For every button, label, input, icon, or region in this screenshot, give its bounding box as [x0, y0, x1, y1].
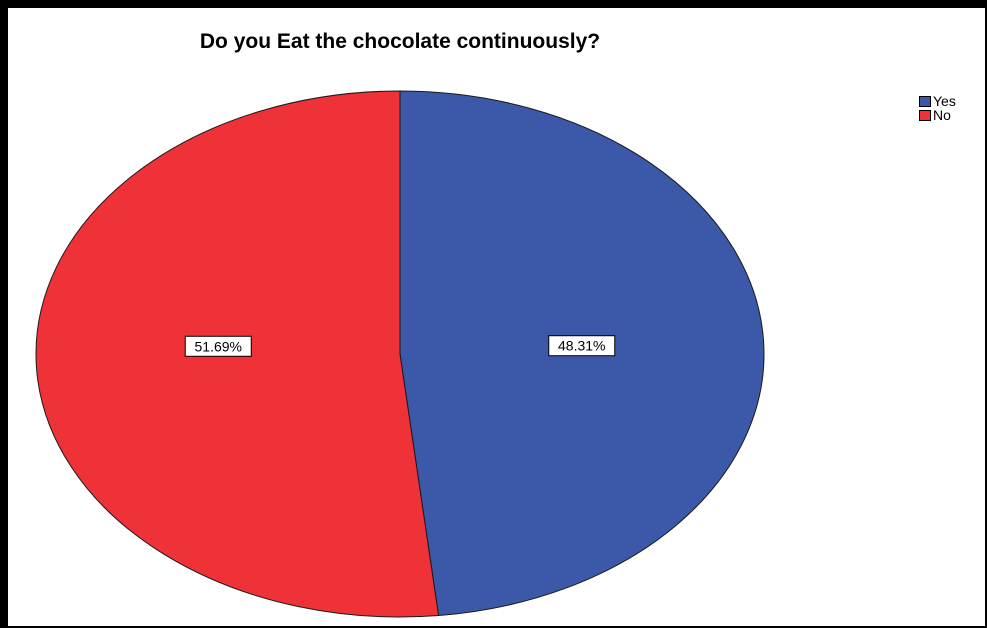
data-label-box-no: [184, 335, 252, 357]
legend-label-no: No: [933, 107, 951, 123]
data-label-yes: 48.31%: [558, 338, 605, 354]
data-label-box-yes: [548, 335, 616, 357]
legend: Yes No: [919, 94, 956, 122]
legend-swatch-yes: [919, 95, 931, 107]
legend-label-yes: Yes: [933, 93, 956, 109]
legend-item-yes: Yes: [919, 94, 956, 108]
chart-title: Do you Eat the chocolate continuously?: [199, 30, 601, 53]
legend-swatch-no: [919, 109, 931, 121]
legend-item-no: No: [919, 108, 956, 122]
data-label-no: 51.69%: [195, 338, 242, 354]
